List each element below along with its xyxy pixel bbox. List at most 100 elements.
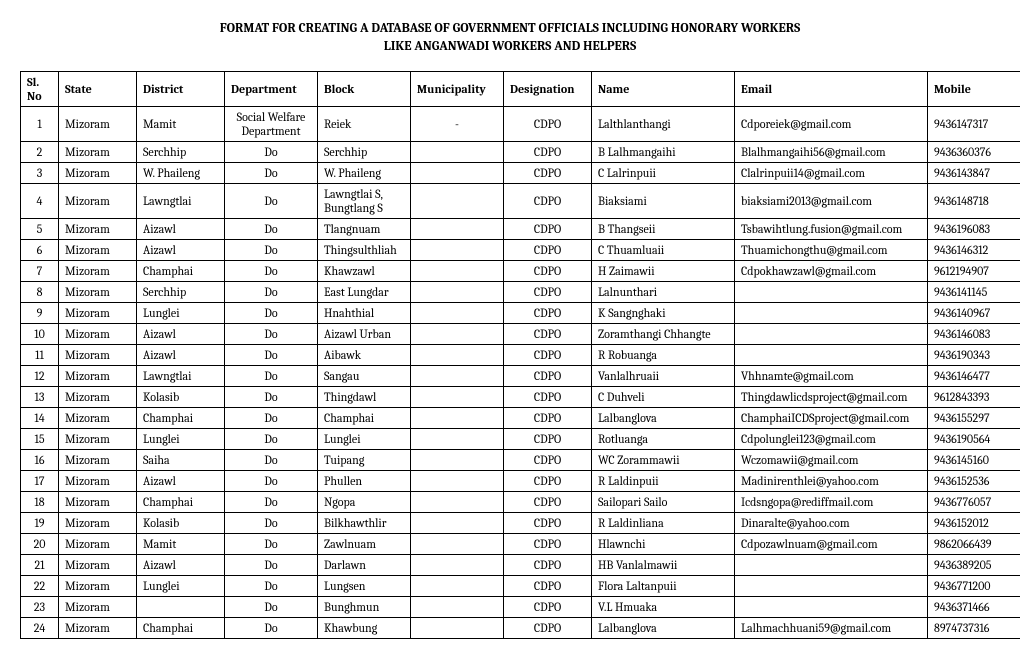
table-cell: Mizoram [59, 429, 137, 450]
table-cell: Mamit [137, 107, 225, 142]
table-row: 13MizoramKolasibDoThingdawlCDPOC Duhveli… [21, 387, 1020, 408]
table-row: 23MizoramDoBunghmunCDPOV.L Hmuaka9436371… [21, 597, 1020, 618]
table-cell: K Sangnghaki [592, 303, 735, 324]
table-cell: Lalnunthari [592, 282, 735, 303]
table-cell: Serchhip [137, 282, 225, 303]
table-cell: Champhai [318, 408, 411, 429]
table-cell: W. Phaileng [318, 163, 411, 184]
table-cell: Thuamichongthu@gmail.com [735, 240, 928, 261]
table-cell: CDPO [504, 107, 592, 142]
table-cell [735, 597, 928, 618]
table-cell: Cdpokhawzawl@gmail.com [735, 261, 928, 282]
table-cell: Champhai [137, 261, 225, 282]
table-cell: Zoramthangi Chhangte [592, 324, 735, 345]
table-cell: 9862066439 [928, 534, 1020, 555]
table-cell: Aibawk [318, 345, 411, 366]
table-cell [735, 282, 928, 303]
table-cell [411, 142, 504, 163]
table-cell: Lunglei [137, 303, 225, 324]
table-cell: ChamphaiICDSproject@gmail.com [735, 408, 928, 429]
table-cell: Clalrinpuii14@gmail.com [735, 163, 928, 184]
table-cell [411, 597, 504, 618]
table-cell: Lunglei [318, 429, 411, 450]
table-cell: 9436145160 [928, 450, 1020, 471]
table-cell: Rotluanga [592, 429, 735, 450]
table-row: 24MizoramChamphaiDoKhawbungCDPOLalbanglo… [21, 618, 1020, 639]
table-cell: Do [225, 219, 318, 240]
table-cell: CDPO [504, 534, 592, 555]
table-cell: Saiha [137, 450, 225, 471]
table-cell [137, 597, 225, 618]
table-cell: 16 [21, 450, 59, 471]
table-cell: Do [225, 142, 318, 163]
table-cell [735, 303, 928, 324]
table-cell: CDPO [504, 576, 592, 597]
table-cell: 13 [21, 387, 59, 408]
table-cell: 9436140967 [928, 303, 1020, 324]
table-cell: Aizawl [137, 240, 225, 261]
table-cell: CDPO [504, 618, 592, 639]
table-cell: Do [225, 618, 318, 639]
table-cell [411, 184, 504, 219]
table-cell: Tsbawihtlung.fusion@gmail.com [735, 219, 928, 240]
table-cell [411, 534, 504, 555]
table-cell: Do [225, 387, 318, 408]
table-cell [411, 429, 504, 450]
table-cell: 9436190343 [928, 345, 1020, 366]
table-cell: Do [225, 261, 318, 282]
table-row: 11MizoramAizawlDoAibawkCDPOR Robuanga943… [21, 345, 1020, 366]
table-cell: Do [225, 492, 318, 513]
table-cell: Mizoram [59, 513, 137, 534]
table-cell [411, 576, 504, 597]
table-cell: Khawzawl [318, 261, 411, 282]
table-cell: Lawngtlai [137, 184, 225, 219]
table-row: 12MizoramLawngtlaiDoSangauCDPOVanlalhrua… [21, 366, 1020, 387]
table-row: 17MizoramAizawlDoPhullenCDPOR Laldinpuii… [21, 471, 1020, 492]
table-cell: Lungsen [318, 576, 411, 597]
table-row: 22MizoramLungleiDoLungsenCDPOFlora Lalta… [21, 576, 1020, 597]
table-cell: 23 [21, 597, 59, 618]
table-row: 10MizoramAizawlDoAizawl UrbanCDPOZoramth… [21, 324, 1020, 345]
table-cell: 9436152012 [928, 513, 1020, 534]
table-cell: 24 [21, 618, 59, 639]
header-email: Email [735, 72, 928, 107]
table-cell: Hlawnchi [592, 534, 735, 555]
table-cell: Thingdawlicdsproject@gmail.com [735, 387, 928, 408]
table-cell: Mizoram [59, 450, 137, 471]
table-cell: Thingdawl [318, 387, 411, 408]
header-dept: Department [225, 72, 318, 107]
header-sl: Sl. No [21, 72, 59, 107]
table-cell: Thingsulthliah [318, 240, 411, 261]
table-cell: Lunglei [137, 429, 225, 450]
table-cell: Do [225, 240, 318, 261]
table-cell [411, 618, 504, 639]
page-title: FORMAT FOR CREATING A DATABASE OF GOVERN… [20, 20, 1000, 56]
table-cell: Icdsngopa@rediffmail.com [735, 492, 928, 513]
table-cell: Do [225, 576, 318, 597]
header-name: Name [592, 72, 735, 107]
table-cell: Do [225, 324, 318, 345]
table-row: 3MizoramW. PhailengDoW. PhailengCDPOC La… [21, 163, 1020, 184]
table-cell: CDPO [504, 240, 592, 261]
table-cell: Sailopari Sailo [592, 492, 735, 513]
table-cell: CDPO [504, 303, 592, 324]
table-cell: 9436143847 [928, 163, 1020, 184]
table-cell: 20 [21, 534, 59, 555]
table-cell: Vhhnamte@gmail.com [735, 366, 928, 387]
table-cell: 9436360376 [928, 142, 1020, 163]
table-cell: CDPO [504, 366, 592, 387]
table-cell: C Thuamluaii [592, 240, 735, 261]
table-cell: Mizoram [59, 618, 137, 639]
header-muni: Municipality [411, 72, 504, 107]
table-row: 8MizoramSerchhipDoEast LungdarCDPOLalnun… [21, 282, 1020, 303]
table-row: 21MizoramAizawlDoDarlawnCDPOHB Vanlalmaw… [21, 555, 1020, 576]
table-cell: 5 [21, 219, 59, 240]
table-cell [411, 387, 504, 408]
table-cell [411, 163, 504, 184]
table-cell: R Laldinliana [592, 513, 735, 534]
table-cell: CDPO [504, 513, 592, 534]
table-cell: 9436196083 [928, 219, 1020, 240]
table-cell: 9436152536 [928, 471, 1020, 492]
table-cell [735, 324, 928, 345]
table-cell: Do [225, 163, 318, 184]
